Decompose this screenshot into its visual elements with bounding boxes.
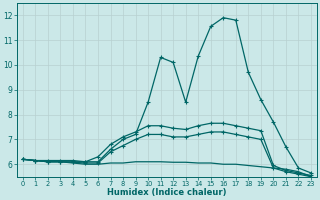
X-axis label: Humidex (Indice chaleur): Humidex (Indice chaleur) [107, 188, 227, 197]
